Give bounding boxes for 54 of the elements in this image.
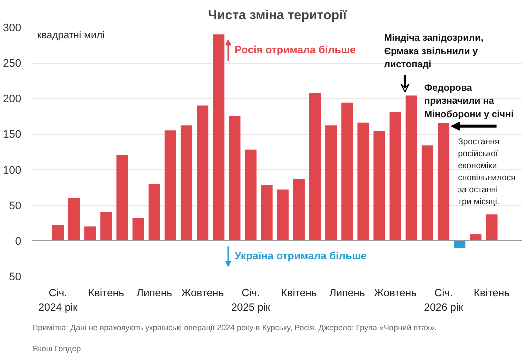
chart-title: Чиста зміна території	[208, 8, 348, 22]
bar	[390, 112, 402, 241]
annotation: Міндіча запідозрили, Єрмака звільнили у листопаді	[384, 33, 484, 71]
bar	[132, 218, 144, 241]
bar	[326, 126, 338, 241]
bar	[454, 240, 466, 248]
bar	[148, 184, 160, 241]
x-tick-label: Квітень	[88, 288, 125, 300]
bar	[84, 226, 96, 241]
text: Примітка: Дані не враховують українські операції 2024 року в Курську, Росія. Джерело: Група «Чорний птах».	[32, 324, 437, 332]
bar	[245, 150, 257, 241]
bar	[293, 179, 305, 241]
bar	[197, 106, 209, 241]
annotation: Зростання російської економіки сповільнилося за останні три місяці.	[458, 136, 516, 206]
annotation: Україна отримала більше	[234, 250, 367, 263]
x-tick-label: Квітень	[474, 288, 510, 300]
x-tick-label: Січ. 2024 рік	[38, 288, 78, 314]
bar	[374, 131, 386, 241]
bar	[164, 130, 176, 241]
bar	[309, 92, 322, 241]
annotation: Федорова призначили на Міноборони у січні	[424, 82, 514, 120]
x-tick-label: Липень	[330, 288, 366, 300]
bar	[180, 126, 193, 241]
bar	[68, 198, 80, 241]
bar	[486, 214, 498, 241]
annotation: Росія отримала більше	[234, 44, 356, 56]
text: Якош Гопдер	[32, 344, 82, 354]
x-tick-label: Січ. 2026 рік	[424, 288, 464, 314]
x-tick-label: Квітень	[281, 288, 318, 300]
bar	[100, 212, 112, 241]
bar	[438, 124, 450, 241]
bar	[229, 116, 241, 241]
x-tick-label: Липень	[136, 288, 173, 300]
bar	[470, 234, 482, 241]
bar	[342, 102, 354, 241]
x-tick-label: Січ. 2025 рік	[231, 288, 271, 314]
bar	[358, 122, 370, 241]
bar	[116, 156, 128, 241]
y-tick-label: 150	[3, 129, 22, 142]
x-tick-label: Жовтень	[182, 288, 225, 300]
x-tick-label: Жовтень	[374, 288, 418, 300]
y-tick-label: 300	[3, 22, 22, 34]
bar	[422, 146, 434, 241]
bar	[261, 185, 273, 241]
y-axis-title: квадратні милі	[37, 30, 105, 42]
y-tick-label: 0	[15, 236, 22, 248]
y-tick-label: 50	[9, 200, 22, 212]
bar	[52, 225, 64, 241]
bar	[406, 96, 418, 241]
y-tick-label: 200	[3, 94, 22, 106]
bar	[277, 190, 289, 241]
y-tick-label: 250	[3, 58, 22, 70]
y-tick-label: 100	[3, 164, 22, 177]
y-tick-label: 50	[9, 272, 22, 284]
